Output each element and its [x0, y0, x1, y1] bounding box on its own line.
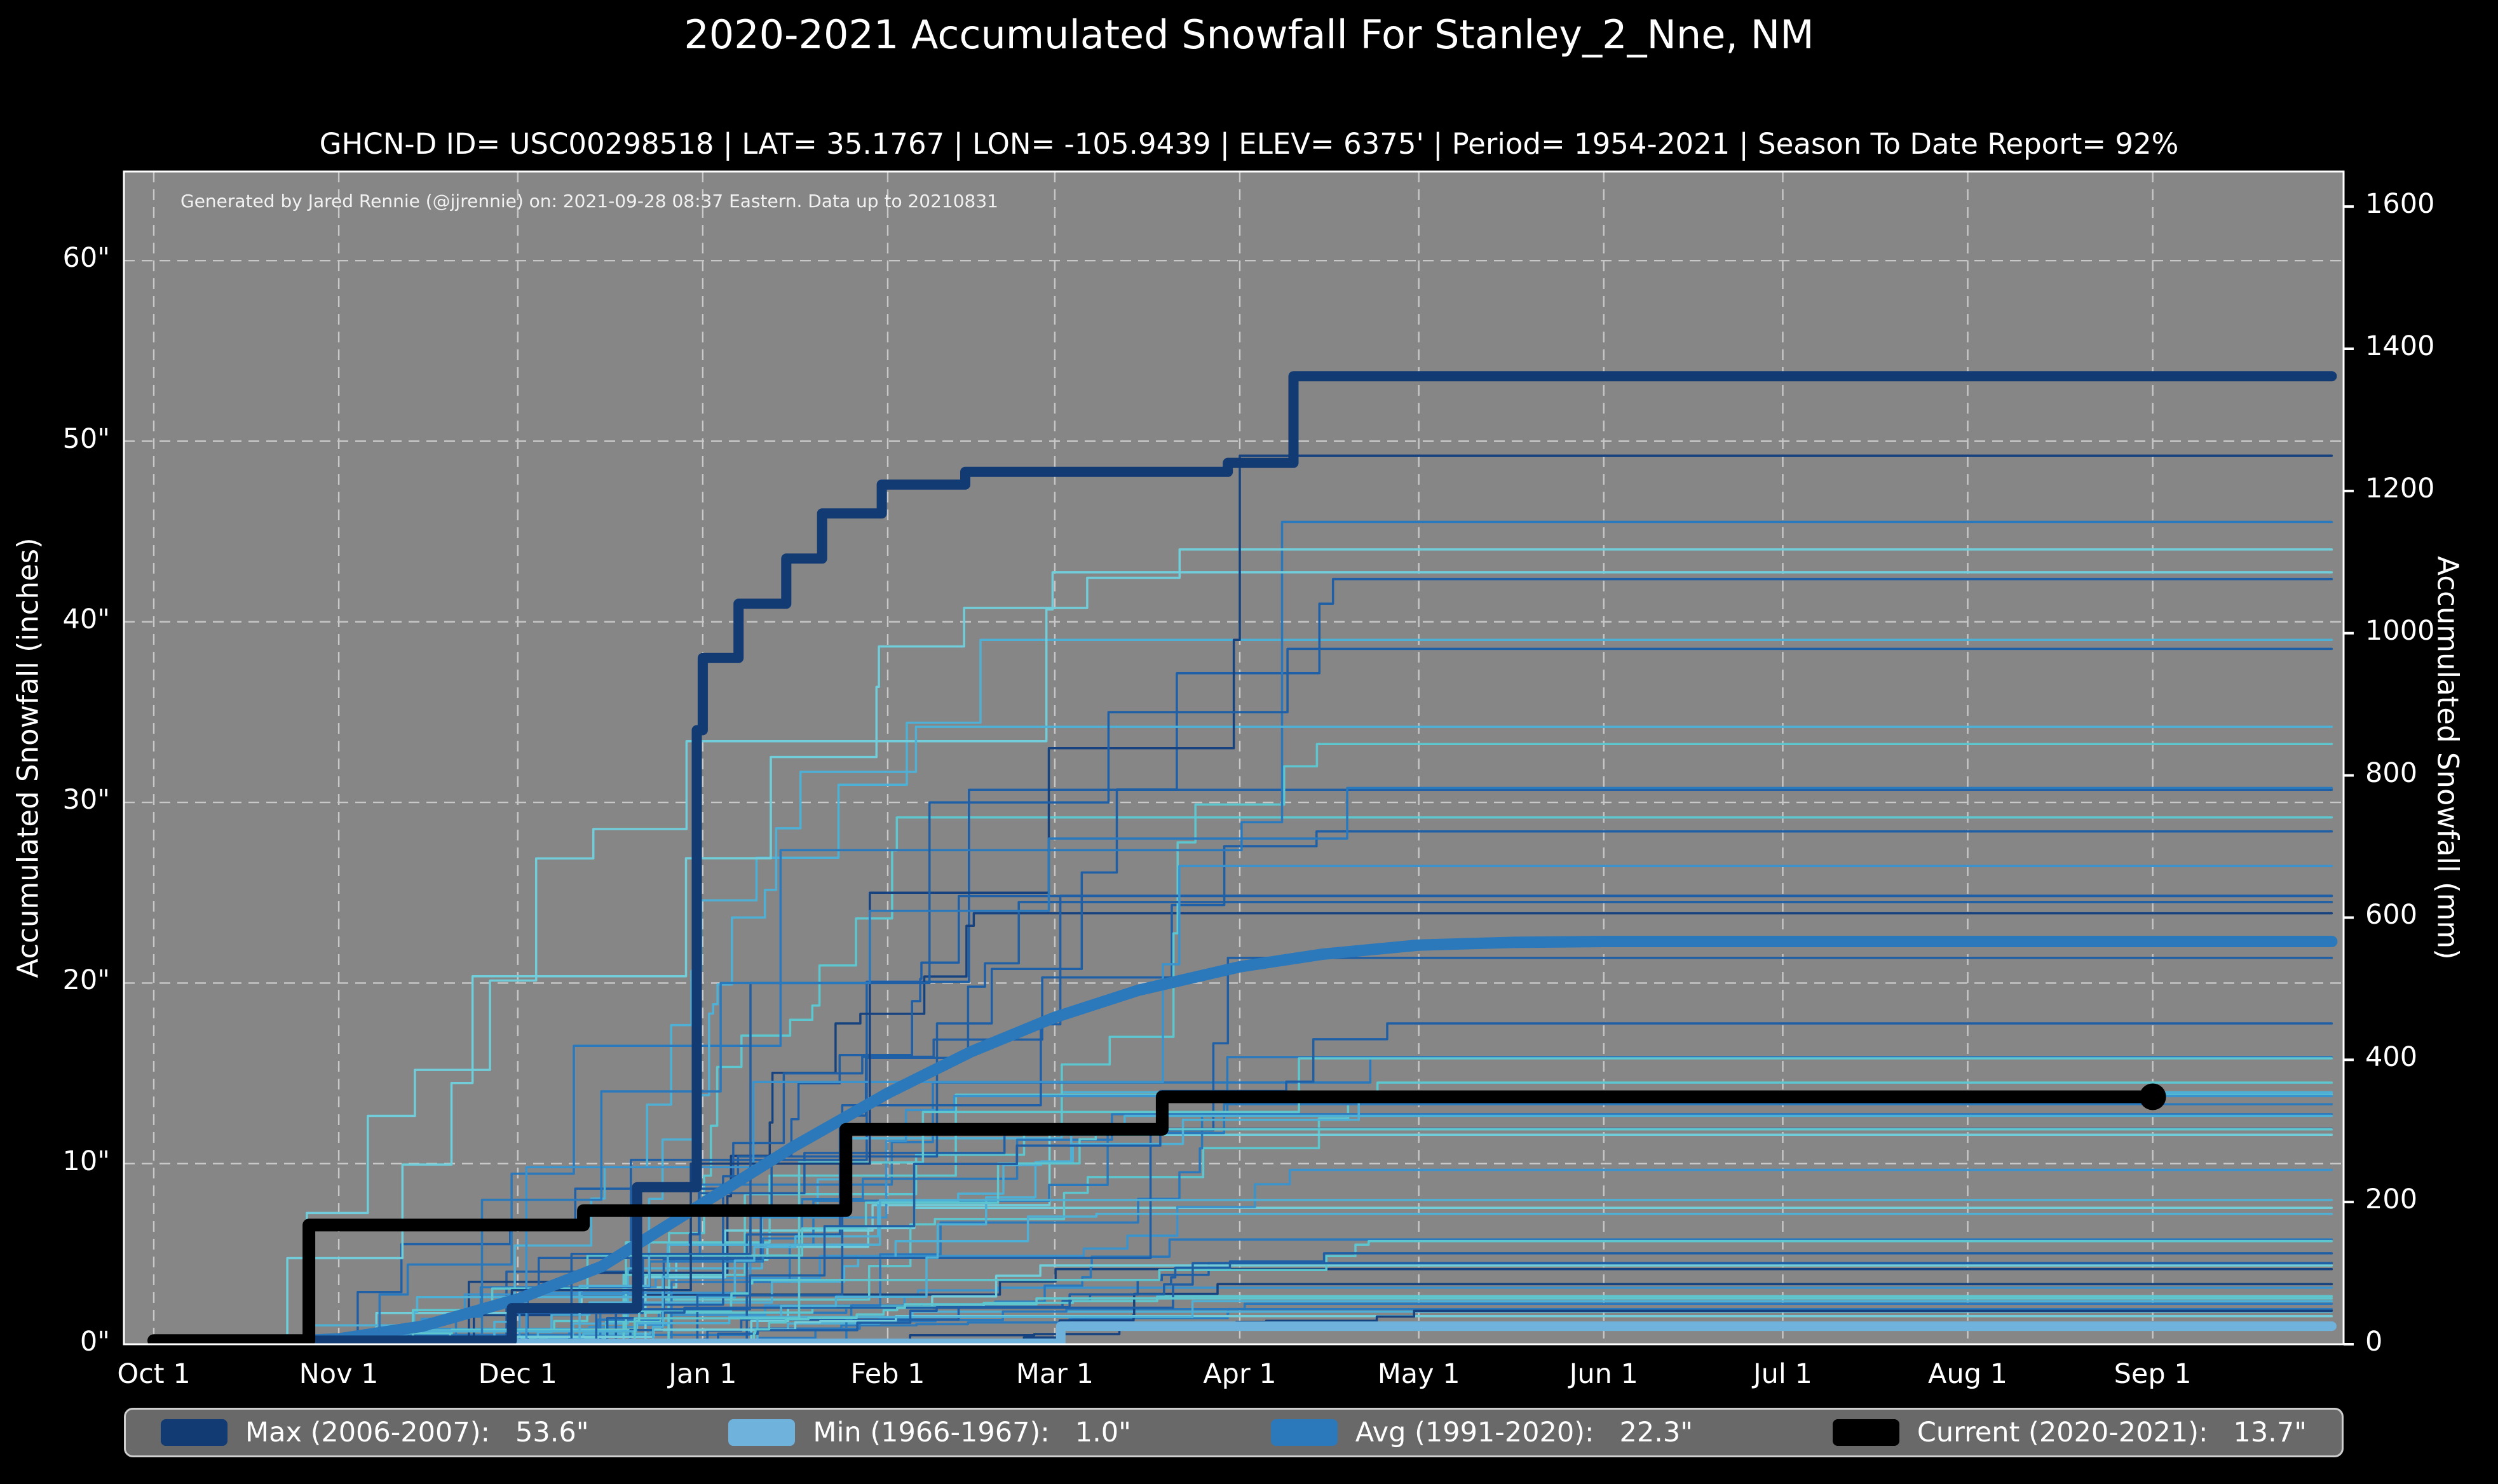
legend-label-avg: Avg (1991-2020): [1355, 1417, 1594, 1448]
legend-item-min: Min (1966-1967): 1.0" [728, 1417, 1131, 1448]
y-right-tick-label: 600 [2365, 899, 2418, 931]
y-right-tick-label: 200 [2365, 1184, 2418, 1216]
y-axis-left-title: Accumulated Snowfall (inches) [11, 537, 45, 978]
series-line-max [149, 371, 2337, 1344]
x-tick-label: Oct 1 [117, 1358, 191, 1390]
legend-item-avg: Avg (1991-2020): 22.3" [1270, 1417, 1694, 1448]
legend-value-max: 53.6" [515, 1417, 589, 1448]
x-tick-label: Sep 1 [2114, 1358, 2192, 1390]
series-line-avg [148, 936, 2338, 1344]
y-left-tick-label: 20" [62, 964, 111, 997]
legend-label-current: Current (2020-2021): [1917, 1417, 2208, 1448]
y-left-tick-label: 60" [62, 242, 111, 274]
x-tick-label: Mar 1 [1015, 1358, 1094, 1390]
legend-label-max: Max (2006-2007): [245, 1417, 490, 1448]
series-line-current [147, 1090, 2159, 1344]
y-left-tick-label: 30" [62, 784, 111, 816]
x-tick-label: Jan 1 [669, 1358, 737, 1390]
y-left-tick-label: 40" [62, 603, 111, 635]
legend-item-max: Max (2006-2007): 53.6" [161, 1417, 589, 1448]
y-left-tick-label: 0" [79, 1326, 110, 1358]
y-right-tick-label: 0 [2365, 1326, 2383, 1358]
y-right-tick-label: 400 [2365, 1041, 2418, 1074]
right-axis-tick-marks [2344, 205, 2354, 1346]
y-left-tick-label: 50" [62, 422, 111, 455]
page-title: 2020-2021 Accumulated Snowfall For Stanl… [684, 11, 1814, 58]
plot-spines [123, 170, 2345, 1346]
y-right-tick-label: 1400 [2365, 330, 2435, 362]
y-right-tick-label: 1200 [2365, 472, 2435, 504]
legend-value-avg: 22.3" [1619, 1417, 1694, 1448]
x-tick-label: May 1 [1377, 1358, 1460, 1390]
legend-label-min: Min (1966-1967): [813, 1417, 1050, 1448]
legend-value-min: 1.0" [1075, 1417, 1131, 1448]
y-left-tick-label: 10" [62, 1145, 111, 1177]
plot-background [124, 172, 2344, 1344]
x-tick-label: Feb 1 [850, 1358, 925, 1390]
y-axis-right-title: Accumulated Snowfall (mm) [2431, 556, 2465, 960]
legend-value-current: 13.7" [2233, 1417, 2307, 1448]
station-metadata-subtitle: GHCN-D ID= USC00298518 | LAT= 35.1767 | … [319, 127, 2179, 161]
x-tick-label: Jul 1 [1753, 1358, 1812, 1390]
x-tick-label: Aug 1 [1928, 1358, 2008, 1390]
legend-swatch-min [728, 1419, 796, 1446]
x-tick-label: Dec 1 [478, 1358, 557, 1390]
generated-by-annotation: Generated by Jared Rennie (@jjrennie) on… [180, 191, 998, 212]
chart-legend: Max (2006-2007): 53.6" Min (1966-1967): 1.0… [124, 1408, 2344, 1457]
background-season-lines [153, 454, 2333, 1344]
legend-swatch-current [1832, 1419, 1899, 1446]
x-tick-label: Jun 1 [1569, 1358, 1638, 1390]
y-right-tick-label: 800 [2365, 757, 2418, 789]
x-tick-label: Apr 1 [1203, 1358, 1277, 1390]
legend-swatch-max [161, 1419, 227, 1446]
legend-item-current: Current (2020-2021): 13.7" [1832, 1417, 2307, 1448]
x-tick-label: Nov 1 [299, 1358, 379, 1390]
gridlines [124, 172, 2344, 1344]
current-series-end-dot [2139, 1083, 2166, 1110]
y-right-tick-label: 1000 [2365, 614, 2435, 647]
legend-swatch-avg [1270, 1419, 1338, 1446]
y-right-tick-label: 1600 [2365, 188, 2435, 220]
